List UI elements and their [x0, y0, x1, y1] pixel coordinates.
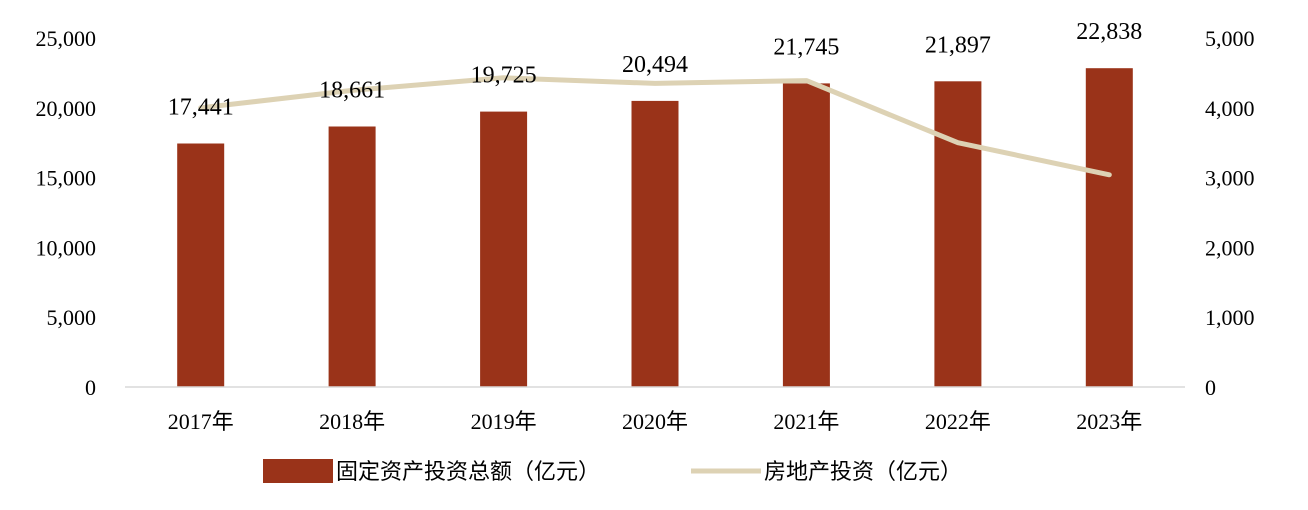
- x-tick-label: 2022年: [925, 409, 991, 434]
- x-tick-label: 2018年: [319, 409, 385, 434]
- right-tick-label: 2,000: [1205, 235, 1255, 260]
- right-tick-label: 5,000: [1205, 26, 1255, 51]
- line-path: [198, 75, 1112, 178]
- left-tick-label: 0: [85, 375, 96, 400]
- x-tick-label: 2020年: [622, 409, 688, 434]
- bar-data-labels: 17,441 18,661 19,725 20,494 21,745 21,897 22,8…: [168, 19, 1143, 120]
- legend-label-bar: 固定资产投资总额（亿元）: [336, 460, 600, 485]
- left-tick-label: 5,000: [47, 305, 97, 330]
- bar: [782, 83, 830, 388]
- data-label: 21,897: [925, 32, 991, 58]
- left-tick-label: 10,000: [36, 235, 97, 260]
- left-tick-label: 25,000: [36, 26, 97, 51]
- right-tick-label: 4,000: [1205, 96, 1255, 121]
- line-series: [198, 75, 1112, 178]
- x-tick-label: 2021年: [773, 409, 839, 434]
- right-tick-label: 1,000: [1205, 305, 1255, 330]
- bar: [631, 100, 679, 388]
- x-axis-ticks: 2017年 2018年 2019年 2020年 2021年 2022年 2023年: [168, 409, 1143, 434]
- bar: [480, 111, 528, 387]
- data-label: 18,661: [319, 78, 385, 104]
- x-tick-label: 2019年: [471, 409, 537, 434]
- left-tick-label: 15,000: [36, 166, 97, 191]
- data-label: 17,441: [168, 95, 234, 121]
- left-axis-ticks: 0 5,000 10,000 15,000 20,000 25,000: [36, 26, 97, 400]
- bar: [1085, 68, 1133, 387]
- legend-label-line: 房地产投资（亿元）: [764, 460, 962, 485]
- x-tick-label: 2023年: [1076, 409, 1142, 434]
- legend-swatch-bar: [263, 459, 333, 483]
- bar: [328, 126, 376, 387]
- data-label: 21,745: [773, 34, 839, 60]
- bar: [177, 143, 225, 387]
- data-label: 22,838: [1076, 19, 1142, 45]
- right-axis-ticks: 0 1,000 2,000 3,000 4,000 5,000: [1205, 26, 1255, 400]
- x-tick-label: 2017年: [168, 409, 234, 434]
- bar-series: [177, 68, 1133, 388]
- data-label: 19,725: [471, 63, 537, 89]
- right-tick-label: 3,000: [1205, 166, 1255, 191]
- right-tick-label: 0: [1205, 375, 1216, 400]
- left-tick-label: 20,000: [36, 96, 97, 121]
- legend: 固定资产投资总额（亿元） 房地产投资（亿元）: [263, 459, 962, 485]
- data-label: 20,494: [622, 52, 688, 78]
- bar: [934, 81, 982, 388]
